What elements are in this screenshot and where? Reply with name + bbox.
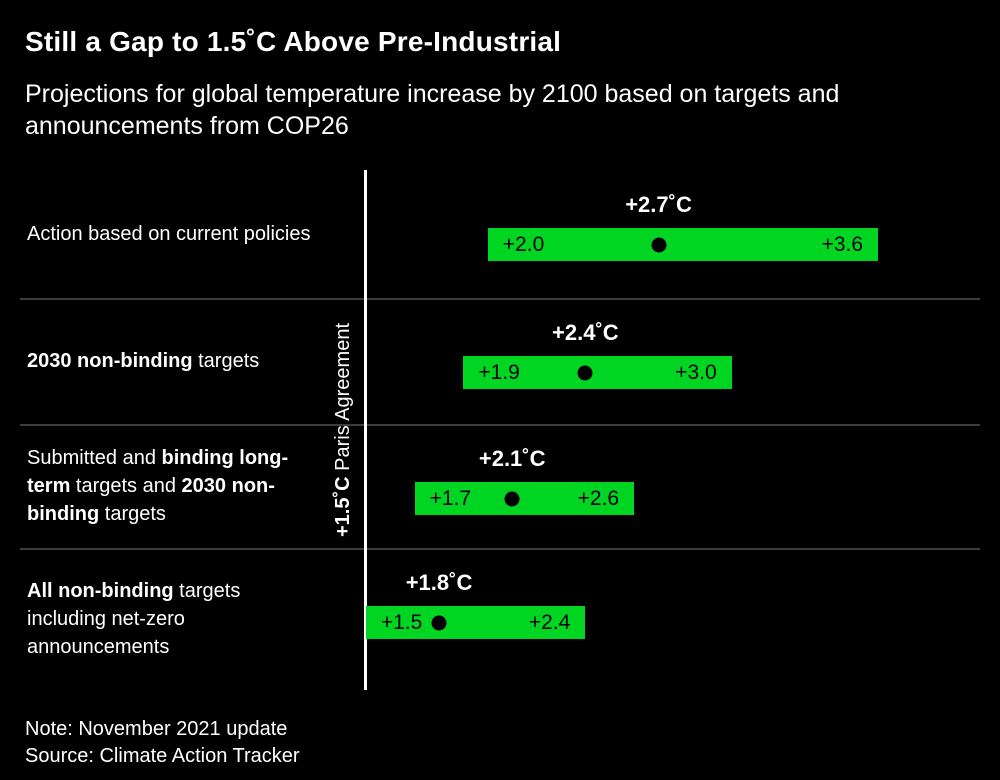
row-label-segment: targets	[192, 350, 260, 372]
row-label-segment: binding long-term	[27, 447, 289, 497]
central-estimate-dot	[431, 615, 447, 630]
chart-row-all-nonbinding: All non-binding targets including net-ze…	[0, 548, 1000, 690]
bar-mid-label: +2.4˚C	[552, 320, 619, 345]
bar-mid-label: +2.7˚C	[625, 192, 692, 217]
chart-row-2030-nonbinding: 2030 non-binding targets +2.4˚C +1.9 +3.…	[0, 298, 1000, 424]
range-bar: +2.0 +3.6	[487, 228, 879, 261]
row-label: 2030 non-binding targets	[27, 347, 312, 375]
central-estimate-dot	[651, 237, 667, 252]
row-label-segment: Submitted and	[27, 447, 162, 469]
chart-row-binding-longterm: Submitted and binding long-term targets …	[0, 424, 1000, 548]
row-label: All non-binding targets including net-ze…	[27, 577, 312, 661]
bar-mid-label: +1.8˚C	[405, 570, 473, 595]
row-label-segment: 2030 non-binding	[27, 350, 193, 372]
row-label-segment: All non-binding	[27, 580, 174, 602]
range-bar: +1.5 +2.4	[365, 606, 586, 639]
row-label: Submitted and binding long-term targets …	[27, 444, 312, 528]
row-label-segment: 2030 non-binding	[27, 475, 275, 525]
bar-max-label: +2.4	[528, 610, 571, 634]
chart-subtitle: Projections for global temperature incre…	[25, 80, 840, 140]
row-label-segment: Action based on current policies	[27, 223, 311, 245]
bar-min-label: +1.5	[380, 610, 423, 634]
central-estimate-dot	[577, 365, 593, 380]
row-label-segment: targets including net-zero announcements	[27, 580, 241, 658]
chart-area: +1.5˚C Paris Agreement Action based on c…	[0, 170, 1000, 690]
note: Note: November 2021 update	[25, 718, 288, 740]
central-estimate-dot	[504, 491, 520, 506]
bar-min-label: +2.0	[502, 232, 545, 256]
chart-footer: Note: November 2021 update Source: Clima…	[25, 716, 300, 770]
range-bar: +1.9 +3.0	[463, 356, 732, 389]
reference-line	[364, 170, 368, 690]
range-bar: +1.7 +2.6	[414, 482, 635, 515]
bar-max-label: +2.6	[577, 486, 620, 510]
chart-title: Still a Gap to 1.5˚C Above Pre-Industria…	[25, 26, 562, 57]
row-label-segment: targets	[99, 503, 166, 525]
bar-min-label: +1.7	[429, 486, 472, 510]
source: Source: Climate Action Tracker	[25, 745, 300, 767]
bar-max-label: +3.6	[821, 232, 864, 256]
row-divider	[20, 298, 980, 300]
bar-max-label: +3.0	[675, 360, 717, 384]
bar-min-label: +1.9	[478, 360, 520, 384]
bar-mid-label: +2.1˚C	[478, 446, 546, 471]
row-label-segment: targets and	[70, 475, 182, 497]
chart-row-current-policies: Action based on current policies +2.7˚C …	[0, 170, 1000, 298]
row-divider	[20, 424, 980, 426]
row-label: Action based on current policies	[27, 220, 312, 248]
row-divider	[20, 548, 980, 550]
